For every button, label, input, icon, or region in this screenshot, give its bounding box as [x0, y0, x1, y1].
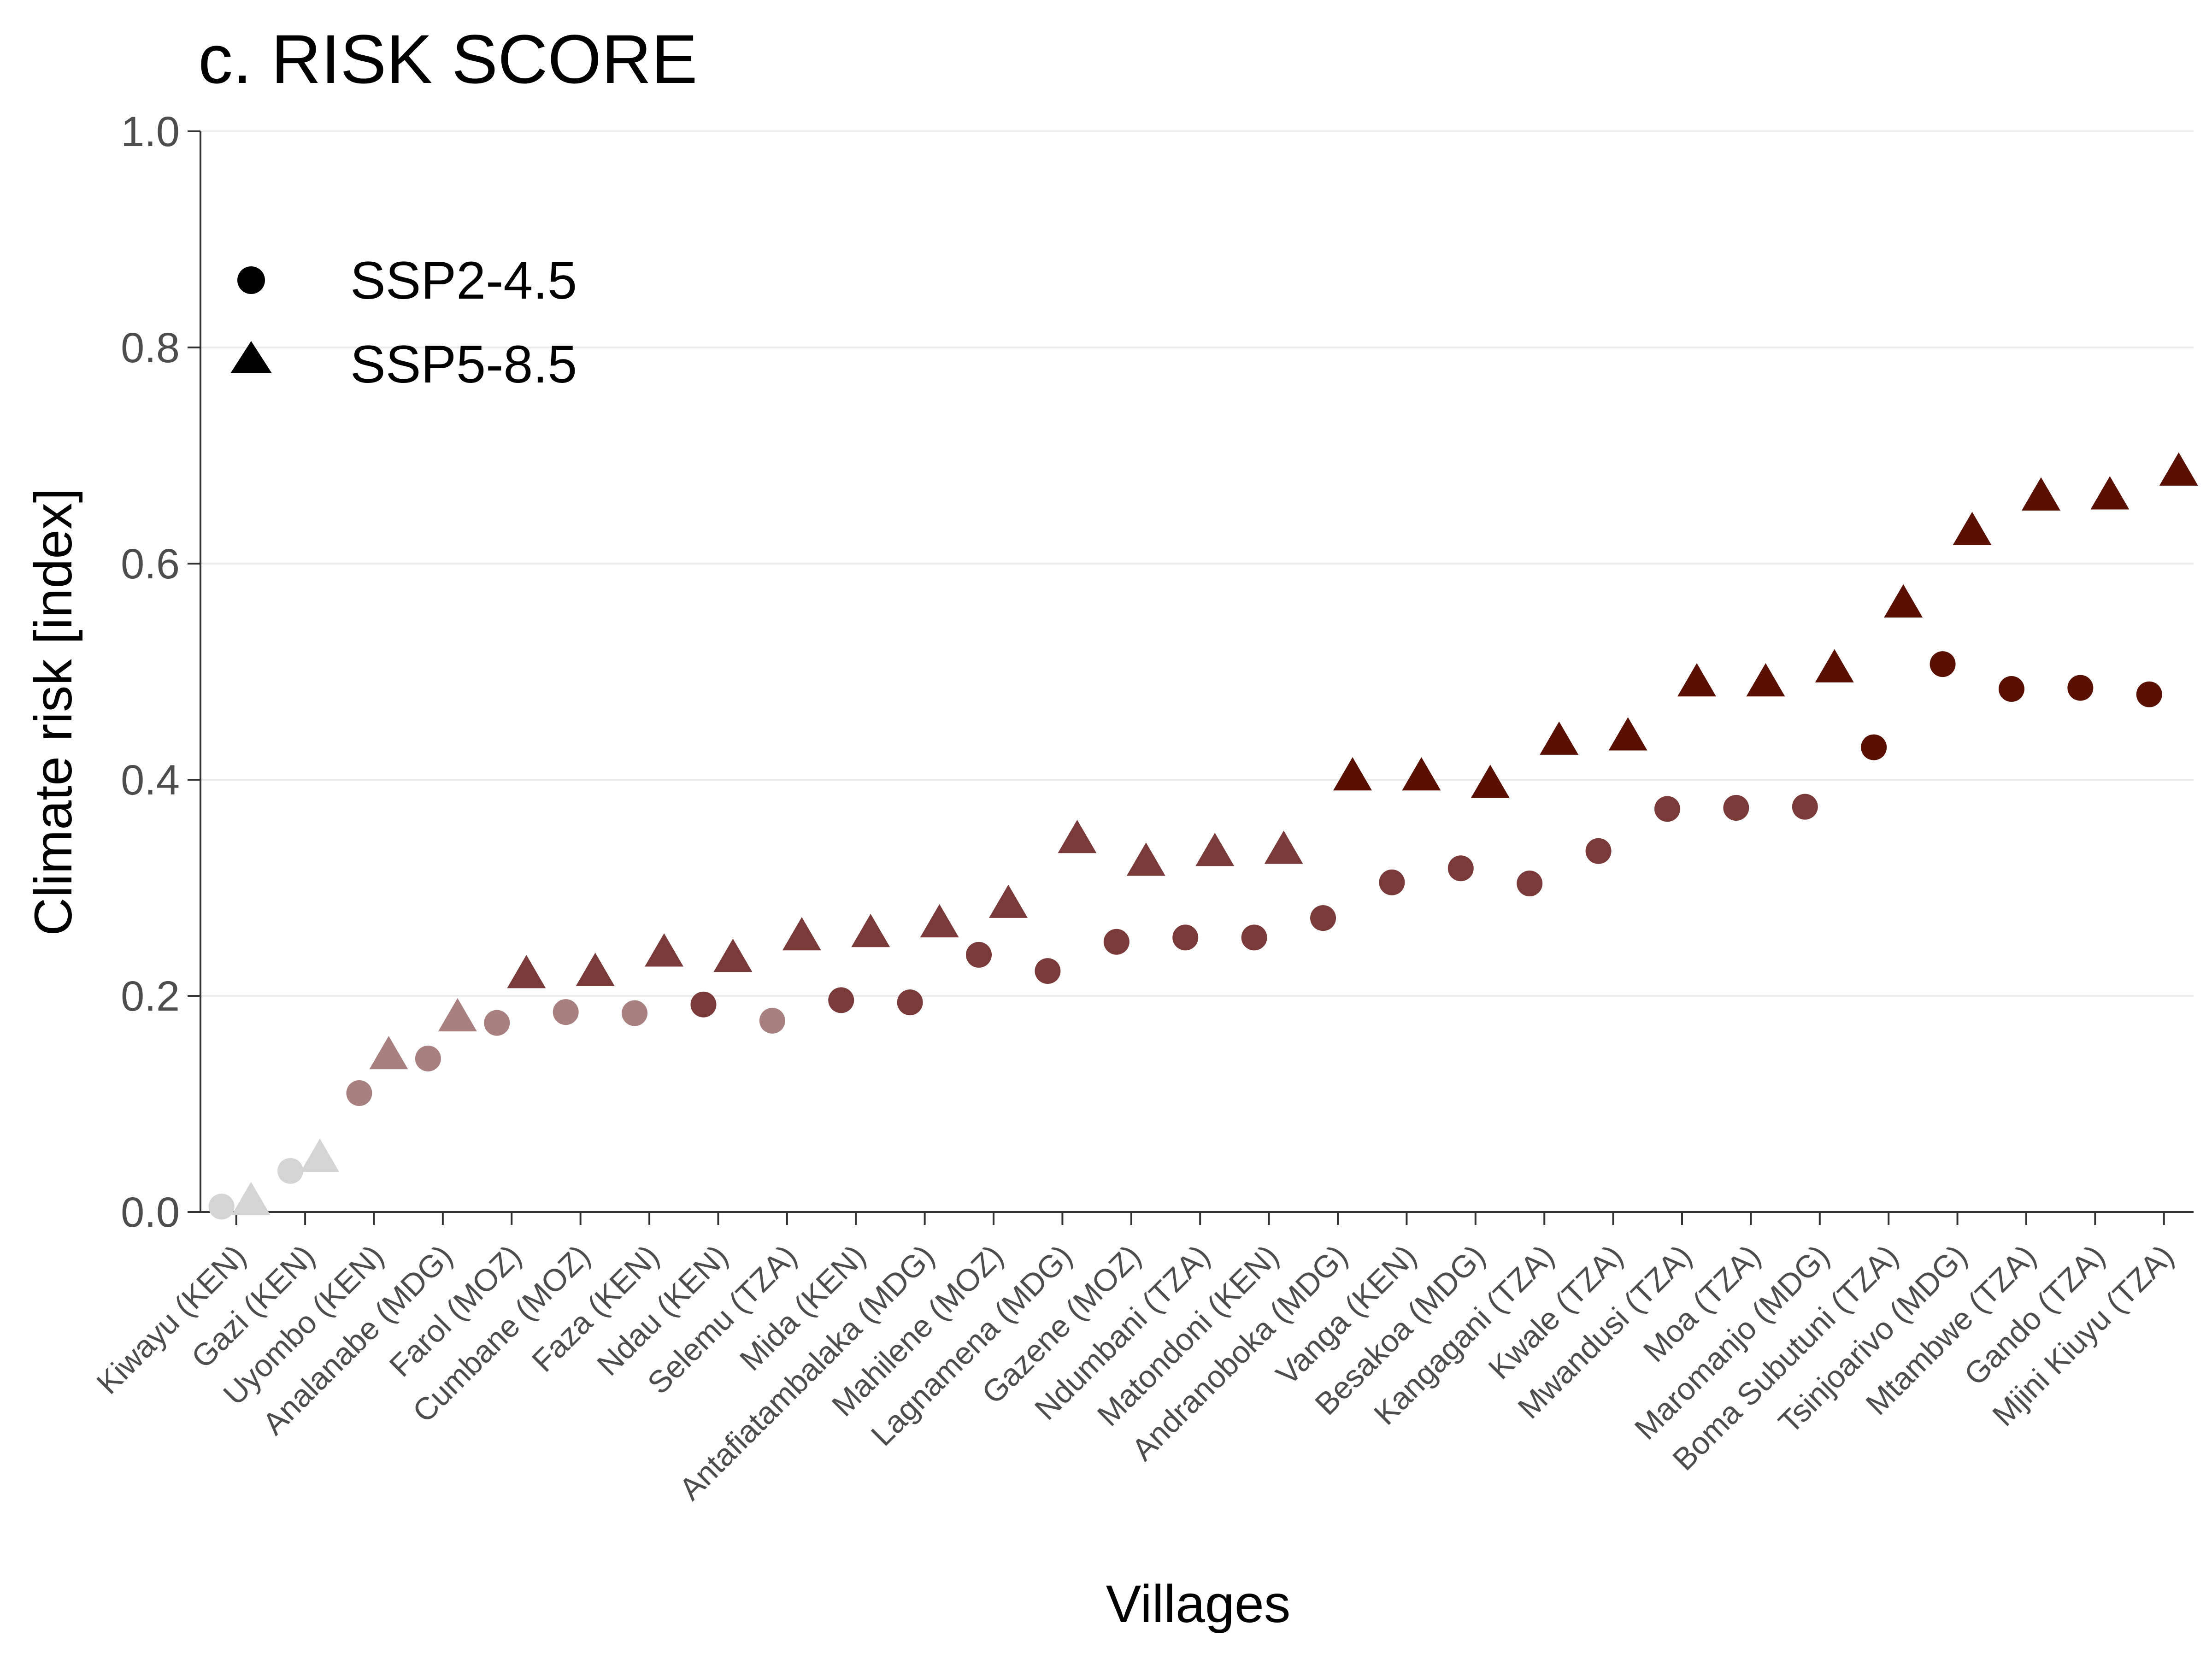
y-tick-label: 0.6	[121, 541, 180, 588]
ssp5-8.5-point	[300, 1138, 340, 1172]
legend: SSP2-4.5 SSP5-8.5	[230, 251, 577, 394]
ssp2-4.5-point	[1447, 855, 1474, 882]
ssp5-8.5-point	[1953, 512, 1992, 545]
ssp5-8.5-point	[1608, 717, 1647, 751]
x-tick-labels: Kiwayu (KEN)Gazi (KEN)Uyombo (KEN)Analan…	[90, 1238, 2180, 1507]
ssp5-8.5-point	[989, 884, 1028, 918]
ssp5-8.5-point	[1884, 584, 1923, 618]
ssp2-4.5-point	[1103, 929, 1130, 955]
ssp2-4.5-point	[1998, 676, 2024, 702]
ssp2-4.5-point	[208, 1194, 235, 1220]
y-tick-label: 0.8	[121, 324, 180, 371]
ssp5-8.5-point	[1746, 663, 1785, 697]
legend-circle-marker	[237, 266, 265, 294]
ssp5-8.5-point	[1126, 842, 1165, 876]
ssp5-8.5-point	[1815, 649, 1854, 682]
legend-triangle-marker	[230, 341, 272, 373]
ssp5-8.5-point	[576, 953, 615, 986]
ssp2-4.5-point	[1310, 905, 1336, 931]
ssp2-4.5-point	[1585, 838, 1612, 864]
ssp2-4.5-point	[1792, 794, 1818, 820]
x-axis-title: Villages	[1106, 1575, 1291, 1634]
ssp2-4.5-point	[1861, 734, 1887, 760]
ssp2-4.5-point	[2067, 675, 2094, 701]
ssp5-8.5-point	[438, 998, 477, 1032]
ssp2-4.5-point	[553, 999, 579, 1025]
gridlines	[200, 130, 2194, 997]
ssp2-4.5-point	[1379, 869, 1405, 895]
ssp2-4.5-point	[1035, 958, 1061, 984]
ssp2-4.5-point	[1930, 651, 1956, 677]
ssp2-4.5-point	[484, 1010, 510, 1036]
ssp5-8.5-point	[2159, 452, 2198, 486]
ssp2-4.5-point	[2136, 681, 2162, 707]
ssp5-8.5-point	[851, 913, 890, 947]
ssp2-4.5-point	[277, 1158, 304, 1184]
ssp2-4.5-point	[828, 987, 854, 1013]
ssp5-8.5-point	[231, 1182, 271, 1215]
ssp5-8.5-point	[1195, 833, 1235, 866]
ssp5-8.5-point	[782, 917, 821, 951]
ssp5-8.5-point	[645, 933, 684, 967]
ssp2-4.5-point	[690, 991, 717, 1018]
ssp5-8.5-point	[2021, 477, 2060, 511]
ssp2-4.5-point	[346, 1080, 372, 1106]
ssp2-4.5-point	[966, 941, 992, 968]
y-axis-title: Climate risk [index]	[24, 488, 83, 935]
ssp5-8.5-point	[1333, 757, 1372, 791]
legend-label-ssp2-4.5: SSP2-4.5	[350, 251, 577, 310]
data-points	[208, 452, 2198, 1220]
chart-title: c. RISK SCORE	[198, 20, 698, 98]
ssp2-4.5-point	[759, 1007, 785, 1034]
ssp2-4.5-point	[1723, 794, 1749, 821]
y-tick-labels: 0.0 0.2 0.4 0.6 0.8 1.0	[121, 108, 180, 1236]
ssp5-8.5-point	[1677, 663, 1716, 697]
ssp5-8.5-point	[1471, 765, 1510, 798]
y-tick-label: 1.0	[121, 108, 180, 155]
ssp2-4.5-point	[1517, 871, 1543, 897]
legend-label-ssp5-8.5: SSP5-8.5	[350, 335, 577, 394]
y-tick-label: 0.0	[121, 1189, 180, 1236]
y-tick-label: 0.4	[121, 757, 180, 804]
ssp5-8.5-point	[507, 955, 546, 988]
ssp2-4.5-point	[1654, 796, 1680, 822]
ssp2-4.5-point	[1172, 924, 1199, 951]
ssp2-4.5-point	[622, 1000, 648, 1026]
ssp5-8.5-point	[1402, 757, 1441, 791]
ssp5-8.5-point	[1058, 819, 1097, 853]
y-tick-label: 0.2	[121, 973, 180, 1020]
ssp5-8.5-point	[369, 1035, 408, 1070]
ssp5-8.5-point	[2090, 476, 2130, 510]
ssp2-4.5-point	[1241, 924, 1267, 951]
axes	[188, 130, 2194, 1225]
ssp5-8.5-point	[920, 904, 959, 938]
ssp5-8.5-point	[1540, 721, 1579, 755]
ssp2-4.5-point	[897, 989, 923, 1016]
ssp5-8.5-point	[1264, 830, 1303, 864]
ssp5-8.5-point	[713, 938, 753, 972]
ssp2-4.5-point	[415, 1046, 441, 1072]
